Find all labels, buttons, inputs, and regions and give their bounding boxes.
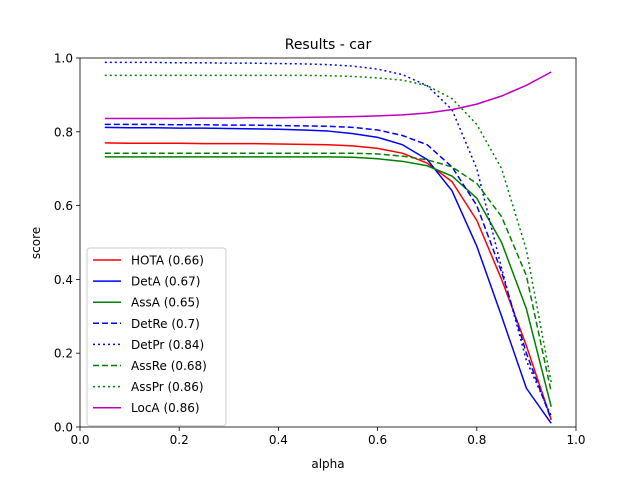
legend-label-6: AssPr (0.86): [131, 380, 204, 394]
y-tick-label: 0.4: [54, 273, 73, 287]
series-line-7: [104, 71, 552, 120]
plot-frame: [79, 57, 577, 428]
series-line-0: [104, 142, 552, 420]
series-line-3: [104, 123, 552, 420]
x-tick-label: 0.4: [269, 433, 288, 447]
series-line-2: [104, 156, 552, 407]
y-axis-label: score: [29, 227, 43, 259]
x-tick-label: 1.0: [566, 433, 585, 447]
y-tick-label: 0.2: [54, 347, 73, 361]
legend-label-7: LocA (0.86): [131, 401, 200, 415]
y-tick-label: 0.6: [54, 199, 73, 213]
legend-label-4: DetPr (0.84): [131, 338, 204, 352]
legend-label-0: HOTA (0.66): [131, 254, 204, 268]
x-tick-label: 0.8: [467, 433, 486, 447]
legend-label-3: DetRe (0.7): [131, 317, 200, 331]
y-tick-label: 0.0: [54, 421, 73, 435]
chart-title: Results - car: [285, 37, 372, 53]
y-tick-label: 1.0: [54, 52, 73, 66]
x-axis: 0.0 0.2 0.4 0.6 0.8 1.0: [70, 427, 586, 447]
series-line-6: [104, 74, 552, 383]
legend: HOTA (0.66) DetA (0.67) AssA (0.65) DetRe (…: [86, 247, 227, 427]
y-axis: 0.0 0.2 0.4 0.6 0.8 1.0: [54, 52, 80, 435]
x-axis-label: alpha: [311, 457, 344, 471]
series-line-1: [104, 126, 552, 424]
legend-box: [86, 247, 227, 427]
series-line-5: [104, 152, 552, 393]
x-tick-label: 0.6: [368, 433, 387, 447]
legend-label-5: AssRe (0.68): [131, 359, 207, 373]
x-tick-label: 0.2: [170, 433, 189, 447]
y-tick-label: 0.8: [54, 125, 73, 139]
x-tick-label: 0.0: [70, 433, 89, 447]
plot-area: [79, 57, 577, 428]
legend-label-2: AssA (0.65): [131, 296, 200, 310]
legend-label-1: DetA (0.67): [131, 275, 200, 289]
